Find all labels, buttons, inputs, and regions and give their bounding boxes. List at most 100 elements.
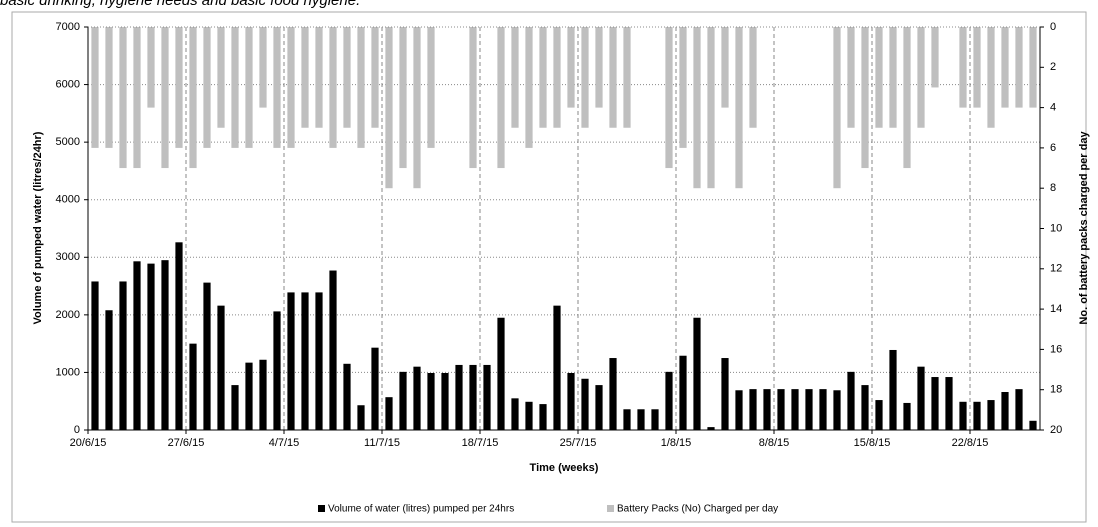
water-bar: [945, 377, 953, 430]
y2-axis-title: No. of battery packs charged per day: [1078, 131, 1090, 325]
water-bar: [399, 371, 407, 430]
water-bar: [763, 389, 771, 430]
y-tick-label: 4000: [56, 194, 80, 206]
water-bar: [469, 364, 477, 430]
battery-bar: [539, 27, 547, 128]
battery-bar: [609, 27, 617, 128]
water-bar: [301, 292, 309, 430]
battery-bar: [567, 27, 575, 108]
water-bar: [273, 311, 281, 430]
battery-bar: [665, 27, 673, 169]
battery-bar: [301, 27, 309, 128]
legend-swatch: [318, 505, 325, 512]
water-bar: [819, 389, 827, 430]
battery-bar: [315, 27, 323, 128]
x-tick-label: 1/8/15: [661, 437, 692, 449]
x-axis-title: Time (weeks): [530, 462, 599, 474]
water-bar: [749, 389, 757, 430]
water-bar: [483, 364, 491, 430]
water-bar: [651, 409, 659, 430]
battery-bar: [987, 27, 995, 128]
water-bar: [525, 401, 533, 430]
water-bar: [875, 400, 883, 430]
water-bar: [735, 390, 743, 430]
y2-tick-label: 8: [1050, 182, 1056, 194]
y2-tick-label: 2: [1050, 61, 1056, 73]
water-bar: [567, 373, 575, 430]
water-bar: [511, 398, 519, 430]
water-bar: [959, 401, 967, 430]
battery-bar: [525, 27, 533, 148]
water-bar: [665, 371, 673, 430]
y-tick-label: 6000: [56, 78, 80, 90]
legend-label: Volume of water (litres) pumped per 24hr…: [328, 504, 514, 515]
legend-label: Battery Packs (No) Charged per day: [617, 504, 778, 515]
water-bar: [287, 292, 295, 430]
battery-bar: [1015, 27, 1023, 108]
water-bar: [693, 317, 701, 430]
y2-tick-label: 14: [1050, 303, 1062, 315]
water-bar: [553, 305, 561, 430]
battery-bar: [511, 27, 519, 128]
water-bar: [441, 373, 449, 430]
x-tick-label: 20/6/15: [70, 437, 107, 449]
water-bar: [91, 281, 99, 430]
water-bar: [973, 401, 981, 430]
battery-bar: [833, 27, 841, 189]
x-tick-label: 4/7/15: [269, 437, 300, 449]
battery-bar: [721, 27, 729, 108]
water-bar: [581, 378, 589, 430]
water-bar: [1001, 392, 1009, 430]
chart-frame: [11, 11, 1087, 523]
water-bar: [1015, 389, 1023, 430]
water-bar: [203, 282, 211, 430]
water-bar: [427, 373, 435, 430]
battery-bar: [623, 27, 631, 128]
y-axis-title: Volume of pumped water (litres/24hr): [32, 131, 44, 324]
battery-bar: [749, 27, 757, 128]
water-bar: [833, 390, 841, 430]
battery-bar: [735, 27, 743, 189]
battery-bar: [581, 27, 589, 128]
water-bar: [623, 409, 631, 430]
battery-bar: [413, 27, 421, 189]
battery-bar: [553, 27, 561, 128]
battery-bar: [1001, 27, 1009, 108]
x-tick-label: 18/7/15: [462, 437, 499, 449]
battery-bar: [973, 27, 981, 108]
water-bar: [189, 343, 197, 430]
y-tick-label: 5000: [56, 136, 80, 148]
battery-bar: [1029, 27, 1037, 108]
water-bar: [847, 371, 855, 430]
x-tick-label: 27/6/15: [168, 437, 205, 449]
battery-bar: [175, 27, 183, 148]
battery-bar: [889, 27, 897, 128]
battery-bar: [427, 27, 435, 148]
water-bar: [371, 347, 379, 430]
y2-tick-label: 6: [1050, 142, 1056, 154]
y2-tick-label: 0: [1050, 21, 1056, 33]
battery-bar: [203, 27, 211, 148]
water-bar: [917, 366, 925, 430]
battery-bar: [273, 27, 281, 148]
battery-bar: [399, 27, 407, 169]
water-bar: [903, 402, 911, 430]
y-tick-label: 7000: [56, 21, 80, 33]
water-bar: [791, 389, 799, 430]
battery-bar: [231, 27, 239, 148]
y2-tick-label: 4: [1050, 102, 1056, 114]
battery-bar: [357, 27, 365, 148]
battery-bar: [119, 27, 127, 169]
battery-bar: [595, 27, 603, 108]
battery-bar: [91, 27, 99, 148]
water-bar: [777, 389, 785, 430]
battery-bar: [693, 27, 701, 189]
battery-bar: [861, 27, 869, 169]
battery-bar: [469, 27, 477, 169]
water-bar: [343, 363, 351, 430]
battery-bar: [875, 27, 883, 128]
water-bar: [175, 242, 183, 430]
water-bar: [217, 305, 225, 430]
battery-bar: [133, 27, 141, 169]
water-bar: [539, 404, 547, 430]
